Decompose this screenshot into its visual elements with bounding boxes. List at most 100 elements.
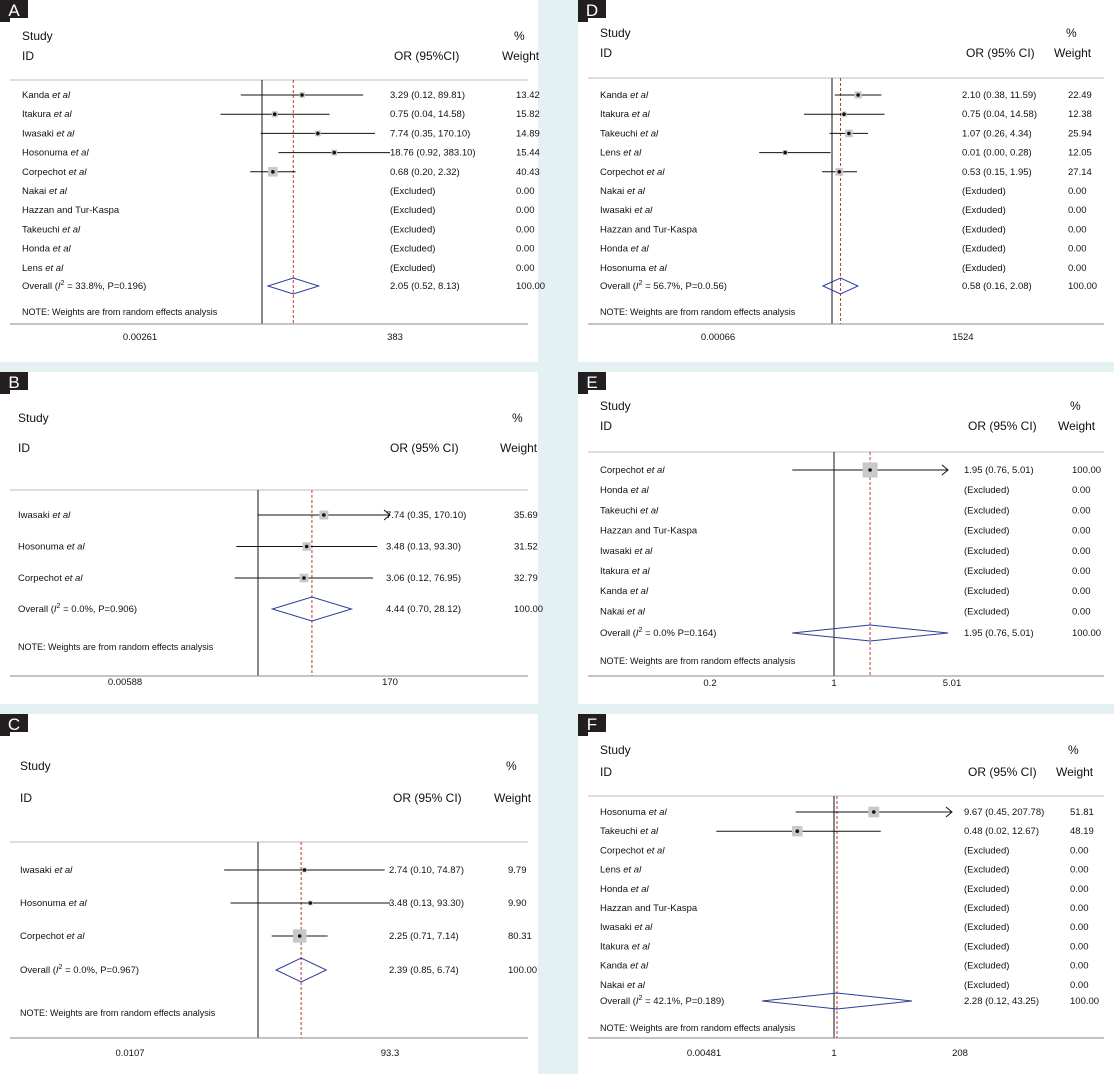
axis-tick-label: 1 [831,678,836,689]
study-label: Honda et al [600,244,649,255]
axis-tick-label: 0.2 [703,678,716,689]
study-label: Corpechot et al [22,167,87,178]
plot-frame [10,732,528,1038]
panel-B: B Study ID OR (95% CI)% Weight Iwasaki et al… [0,372,543,704]
or-ci-text: 0.53 (0.15, 1.95) [962,167,1032,178]
weight-text: 9.79 [508,865,527,876]
or-ci-text: (Excluded) [390,263,435,274]
point-estimate [271,170,275,174]
weight-text: 100.00 [1072,465,1101,476]
axis-tick-label: 170 [382,677,398,688]
panel-F: F Study ID OR (95% CI)% Weight Hosonuma et a… [578,714,1114,1074]
study-label: Kanda et al [600,961,649,972]
or-ci-text: 0.68 (0.20, 2.32) [390,167,460,178]
axis-tick-label: 0.00481 [687,1048,721,1059]
weight-text: 80.31 [508,931,532,942]
forest-plot: Study ID OR (95% CI)% Weight Hosonuma et al 9… [588,732,1104,1059]
study-label: Takeuchi et al [600,128,659,139]
weight-text: 0.00 [516,263,535,274]
overall-diamond [761,992,913,1010]
header-or: OR (95% CI) [390,441,459,455]
or-ci-text: 2.10 (0.38, 11.59) [962,90,1036,101]
weight-text: 0.00 [516,205,535,216]
or-ci-text: 7.74 (0.35, 170.10) [390,128,470,139]
axis-tick-label: 5.01 [943,678,962,689]
point-estimate [842,112,846,116]
axis-tick-label: 1 [831,1048,836,1059]
weight-text: 0.00 [1070,884,1089,895]
study-label: Itakura et al [600,941,651,952]
or-ci-text: (Exduded) [962,186,1006,197]
weights-note: NOTE: Weights are from random effects an… [20,1008,216,1018]
forest-plot: Study ID OR (95% CI)% Weight Kanda et al 2.10… [588,18,1104,343]
weight-text: 25.94 [1068,128,1092,139]
or-ci-text: (Excluded) [964,606,1009,617]
study-label: Nakai et al [600,186,646,197]
weight-text: 22.49 [1068,90,1092,101]
study-label: Corpechot et al [18,573,83,584]
weight-text: 0.00 [1068,186,1087,197]
study-label: Hosonuma et al [600,807,667,818]
or-ci-text: (Excluded) [964,961,1009,972]
overall-or-text: 0.58 (0.16, 2.08) [962,281,1032,292]
header-percent: % [512,411,523,425]
plot-frame [588,390,1104,676]
weight-text: 15.82 [516,109,540,120]
study-label: Itakura et al [600,109,651,120]
study-label: Nakai et al [600,980,646,991]
or-ci-text: (Excluded) [964,845,1009,856]
weight-text: 0.00 [1072,485,1091,496]
study-label: Nakai et al [22,186,68,197]
study-label: Hosonuma et al [600,263,667,274]
weight-text: 13.42 [516,90,540,101]
header-percent: % [1070,399,1081,413]
header-or: OR (95%CI) [394,49,459,63]
point-estimate [308,901,313,905]
weight-text: 0.00 [1072,505,1091,516]
header-study: Study [600,26,631,40]
weight-text: 0.00 [1072,526,1091,537]
overall-diamond [821,277,860,295]
point-estimate [300,93,304,97]
overall-label: Overall (I2 = 33.8%, P=0.196) [22,280,146,292]
study-label: Corpechot et al [20,931,85,942]
weight-text: 40.43 [516,167,540,178]
header-or: OR (95% CI) [968,419,1037,433]
weight-text: 0.00 [1070,980,1089,991]
header-study: Study [600,743,631,757]
overall-label: Overall (I2 = 0.0%, P=0.906) [18,603,137,615]
or-ci-text: (Excluded) [964,526,1009,537]
or-ci-text: 7.74 (0.35, 170.10) [386,510,466,521]
panel-label: B [0,372,28,394]
study-label: Iwasaki et al [18,510,71,521]
study-label: Itakura et al [22,109,73,120]
weight-text: 0.00 [1072,606,1091,617]
study-label: Takeuchi et al [22,224,81,235]
study-label: Honda et al [600,884,649,895]
weight-text: 0.00 [1072,586,1091,597]
panel-E: E Study ID OR (95% CI)% Weight Corpechot et … [578,372,1114,704]
study-label: Hazzan and Tur-Kaspa [600,903,698,914]
weight-text: 0.00 [1070,941,1089,952]
axis-tick-label: 208 [952,1048,968,1059]
point-estimate [847,131,851,136]
study-label: Kanda et al [600,586,649,597]
panel-D: D Study ID OR (95% CI)% Weight Kanda et al 2.… [578,0,1114,362]
or-ci-text: (Excluded) [964,566,1009,577]
overall-weight-text: 100.00 [1072,628,1101,639]
weights-note: NOTE: Weights are from random effects an… [600,1023,796,1033]
point-estimate [868,468,872,472]
weight-text: 14.89 [516,128,540,139]
study-label: Iwasaki et al [20,865,73,876]
or-ci-text: 0.48 (0.02, 12.67) [964,826,1039,837]
study-label: Hazzan and Tur-Kaspa [22,205,120,216]
point-estimate [795,829,800,833]
or-ci-text: (Exduded) [962,263,1006,274]
header-id: ID [18,441,30,455]
or-ci-text: 3.48 (0.13, 93.30) [386,542,461,553]
study-label: Hosonuma et al [18,542,85,553]
axis-tick-label: 0.00066 [701,332,735,343]
overall-or-text: 4.44 (0.70, 28.12) [386,604,461,615]
point-estimate [322,513,326,517]
study-label: Hosonuma et al [22,148,89,159]
